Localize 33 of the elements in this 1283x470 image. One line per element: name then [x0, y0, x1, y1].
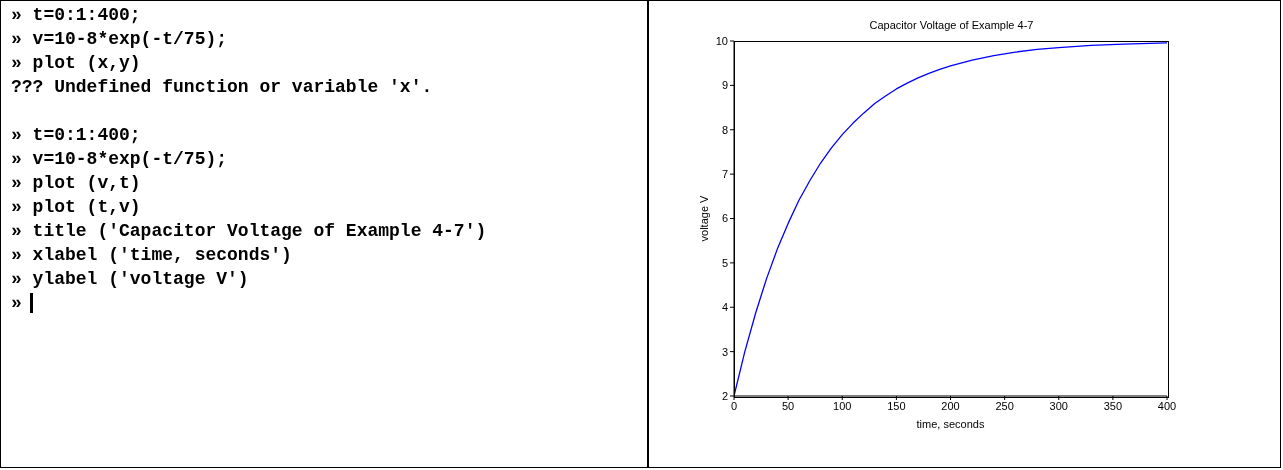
y-tick-label: 6 [721, 212, 728, 225]
text: » v=10-8*exp(-t/75); [11, 148, 229, 171]
text: » xlabel ('time, seconds') [11, 244, 293, 267]
text: » [11, 292, 23, 315]
x-tick-label: 150 [887, 399, 906, 412]
text: » plot (x,y) [11, 52, 142, 75]
chart-title: Capacitor Voltage of Example 4-7 [868, 19, 1035, 31]
x-tick-label: 50 [782, 399, 795, 412]
y-tick-label: 9 [721, 79, 728, 92]
text: » v=10-8*exp(-t/75); [11, 28, 229, 51]
y-tick-label: 3 [721, 345, 728, 358]
text: » t=0:1:400; [11, 4, 142, 27]
text: » plot (v,t) [11, 172, 142, 195]
x-tick-label: 350 [1103, 399, 1123, 412]
y-axis-title: voltage V [697, 194, 710, 242]
text: ??? Undefined function or variable 'x'. [11, 76, 434, 99]
x-tick-label: 250 [995, 399, 1014, 412]
x-tick-label: 0 [730, 399, 738, 412]
x-tick-label: 300 [1049, 399, 1068, 412]
x-tick-label: 100 [833, 399, 852, 412]
text: » plot (t,v) [11, 196, 142, 219]
y-tick-label: 5 [721, 256, 728, 269]
y-tick-label: 8 [721, 123, 728, 136]
y-tick-label: 10 [715, 34, 728, 47]
text: » ylabel ('voltage V') [11, 268, 250, 291]
x-tick-label: 400 [1157, 399, 1177, 412]
text: » t=0:1:400; [11, 124, 142, 147]
text: » title ('Capacitor Voltage of Example 4-7') [11, 220, 488, 243]
x-axis-title: time, seconds [916, 418, 985, 430]
y-tick-label: 7 [721, 168, 728, 181]
x-tick-label: 200 [941, 399, 960, 412]
y-tick-label: 2 [721, 389, 728, 402]
y-tick-label: 4 [721, 301, 728, 314]
